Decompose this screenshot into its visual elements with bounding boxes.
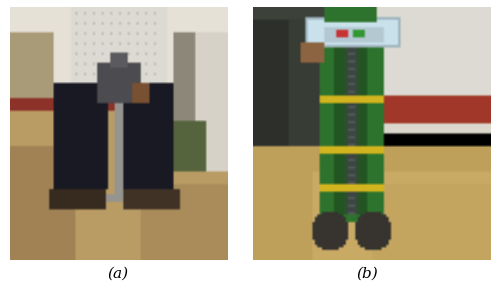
Text: (b): (b) <box>356 266 378 280</box>
Text: (a): (a) <box>107 266 128 280</box>
